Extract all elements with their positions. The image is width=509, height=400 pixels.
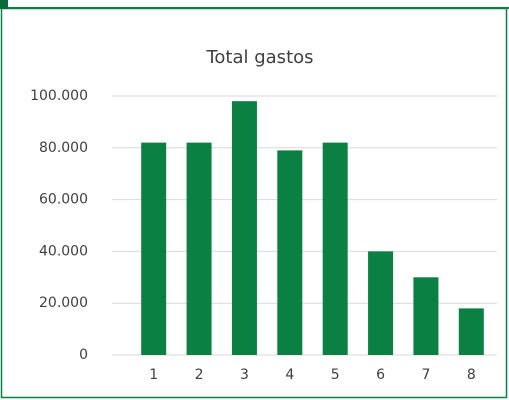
y-tick-label: 40.000 bbox=[39, 243, 88, 259]
y-tick-label: 100.000 bbox=[30, 88, 88, 104]
bar bbox=[413, 277, 439, 355]
x-tick-label: 7 bbox=[421, 367, 430, 383]
x-tick-label: 3 bbox=[240, 367, 249, 383]
bar bbox=[231, 101, 257, 356]
bar bbox=[458, 308, 484, 355]
bar bbox=[368, 251, 394, 355]
chart-title: Total gastos bbox=[205, 47, 313, 68]
x-tick-label: 8 bbox=[467, 367, 476, 383]
x-tick-label: 6 bbox=[376, 367, 385, 383]
bar bbox=[186, 142, 212, 355]
bar bbox=[141, 142, 167, 355]
x-tick-label: 1 bbox=[149, 367, 158, 383]
y-tick-label: 60.000 bbox=[39, 192, 88, 208]
y-tick-label: 80.000 bbox=[39, 140, 88, 156]
x-tick-label: 2 bbox=[195, 367, 204, 383]
x-tick-label: 4 bbox=[285, 367, 294, 383]
bar bbox=[277, 150, 303, 355]
y-tick-label: 20.000 bbox=[39, 295, 88, 311]
x-tick-label: 5 bbox=[331, 367, 340, 383]
bar bbox=[322, 142, 348, 355]
y-tick-label: 0 bbox=[79, 347, 88, 363]
corner-marker bbox=[0, 0, 8, 9]
